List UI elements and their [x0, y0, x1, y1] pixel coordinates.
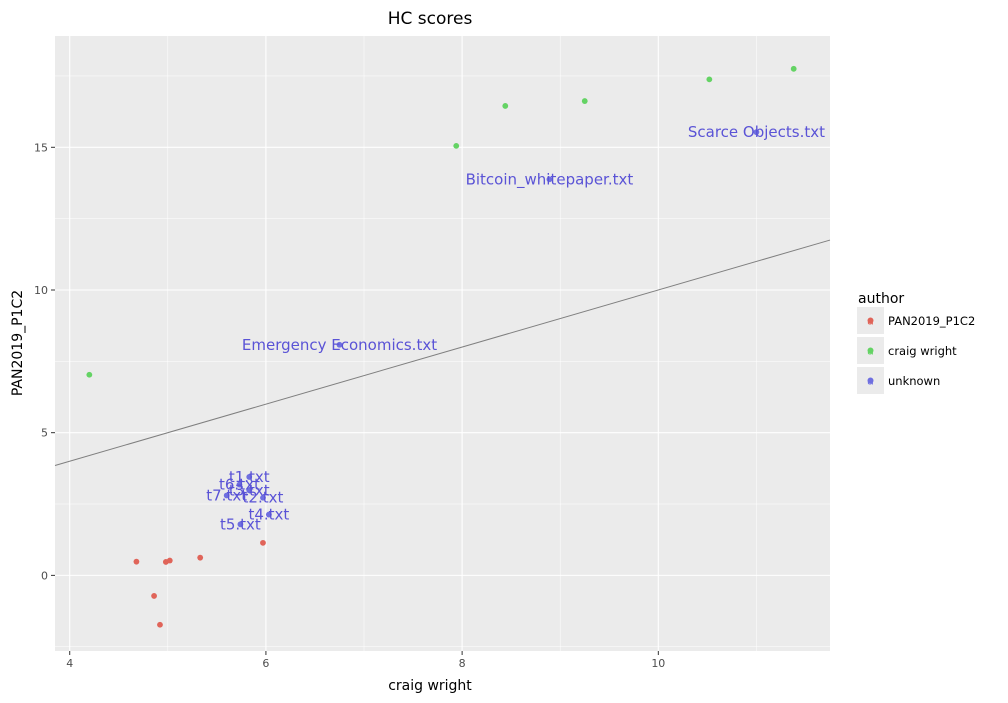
- legend-title: author: [858, 291, 904, 307]
- point-pan2019_p1c2: [151, 593, 157, 599]
- point-label: t3.txt: [229, 481, 270, 499]
- legend-marker: [867, 317, 874, 324]
- legend-label: PAN2019_P1C2: [888, 314, 975, 328]
- reference-line-layer: [54, 239, 831, 466]
- point-craig-wright: [453, 142, 460, 149]
- legend-key-glyph: a: [867, 315, 874, 328]
- point-label: t5.txt: [220, 515, 261, 533]
- plot-panel: [55, 36, 830, 651]
- point-craig-wright: [502, 103, 509, 109]
- x-axis-title: craig wright: [388, 678, 472, 694]
- point-label: Bitcoin_whitepaper.txt: [466, 170, 634, 189]
- point-unknown: [753, 129, 760, 136]
- point-unknown: [237, 521, 244, 528]
- point-unknown: [223, 492, 230, 499]
- point-unknown: [546, 176, 553, 183]
- point-pan2019_p1c2: [166, 557, 173, 564]
- x-tick-label: 4: [66, 657, 73, 670]
- point-label: t6.txt: [219, 476, 260, 494]
- point-unknown: [246, 474, 253, 480]
- y-axis-title: PAN2019_P1C2: [10, 290, 26, 396]
- legend-label: unknown: [888, 374, 940, 388]
- x-tick-label: 10: [651, 657, 665, 670]
- legend-marker: [867, 377, 874, 384]
- point-pan2019_p1c2: [260, 539, 266, 546]
- ticks-layer: 4 6 8 10 0 5 10 15: [34, 141, 665, 670]
- legend-marker: [867, 347, 874, 354]
- chart-title: HC scores: [388, 9, 473, 29]
- point-label: t7.txt: [206, 486, 247, 504]
- point-label: Emergency Economics.txt: [242, 336, 437, 354]
- point-unknown: [246, 487, 253, 494]
- point-label: Scarce Objects.txt: [688, 123, 825, 141]
- gridlines: [55, 36, 830, 651]
- legend-key-glyph: a: [867, 375, 874, 388]
- point-craig-wright: [86, 371, 93, 378]
- x-tick-label: 8: [459, 657, 466, 670]
- reference-line: [54, 239, 831, 466]
- point-pan2019_p1c2: [197, 554, 204, 561]
- point-unknown: [236, 481, 243, 488]
- x-tick-label: 6: [262, 657, 269, 670]
- points-layer: [86, 65, 797, 628]
- point-craig-wright: [706, 76, 713, 83]
- y-tick-label: 5: [41, 427, 48, 440]
- point-label: t2.txt: [243, 489, 284, 507]
- point-pan2019_p1c2: [133, 558, 140, 565]
- point-craig-wright: [581, 98, 588, 104]
- point-unknown: [336, 341, 343, 348]
- y-tick-label: 10: [34, 284, 48, 297]
- point-craig-wright: [790, 65, 797, 72]
- y-tick-label: 15: [34, 141, 48, 154]
- point-unknown: [260, 494, 266, 501]
- point-pan2019_p1c2: [157, 621, 163, 628]
- legend-key-glyph: a: [867, 345, 874, 358]
- point-unknown: [265, 511, 272, 518]
- point-label: t1.txt: [229, 468, 270, 486]
- labels-layer: Bitcoin_whitepaper.txt Scarce Objects.txt…: [206, 123, 825, 533]
- legend-label: craig wright: [888, 344, 957, 358]
- point-label: t4.txt: [248, 506, 289, 524]
- y-tick-label: 0: [41, 569, 48, 582]
